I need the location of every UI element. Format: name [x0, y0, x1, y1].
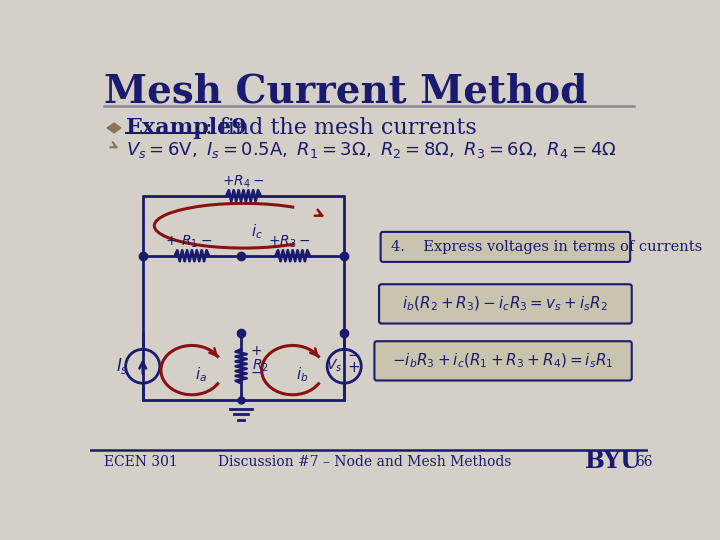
- Text: $V_s = 6\mathrm{V},\ I_s = 0.5\mathrm{A},\ R_1 = 3\Omega,\ R_2 = 8\Omega,\ R_3 =: $V_s = 6\mathrm{V},\ I_s = 0.5\mathrm{A}…: [126, 139, 616, 159]
- Text: BYU: BYU: [585, 449, 642, 472]
- Text: $+\ R_1-$: $+\ R_1-$: [165, 234, 212, 250]
- Text: $+R_4-$: $+R_4-$: [222, 174, 265, 190]
- FancyBboxPatch shape: [379, 284, 631, 323]
- Text: $-$: $-$: [347, 347, 361, 361]
- Text: $i_a$: $i_a$: [195, 366, 207, 384]
- FancyBboxPatch shape: [374, 341, 631, 381]
- Text: $i_b(R_2+R_3)-i_cR_3=v_s+i_sR_2$: $i_b(R_2+R_3)-i_cR_3=v_s+i_sR_2$: [402, 294, 608, 313]
- Text: $i_b$: $i_b$: [296, 366, 308, 384]
- Text: : find the mesh currents: : find the mesh currents: [204, 117, 477, 139]
- Text: $-$: $-$: [251, 364, 263, 379]
- Text: $i_c$: $i_c$: [251, 222, 263, 241]
- Text: $V_s$: $V_s$: [325, 358, 342, 374]
- FancyBboxPatch shape: [381, 232, 630, 262]
- Text: 4.    Express voltages in terms of currents: 4. Express voltages in terms of currents: [391, 240, 702, 254]
- Text: $+$: $+$: [347, 361, 361, 375]
- Text: ECEN 301: ECEN 301: [104, 455, 178, 469]
- Text: Discussion #7 – Node and Mesh Methods: Discussion #7 – Node and Mesh Methods: [218, 455, 512, 469]
- Text: Mesh Current Method: Mesh Current Method: [104, 73, 588, 111]
- Text: $+$: $+$: [251, 345, 263, 359]
- Text: Example9: Example9: [126, 117, 248, 139]
- Text: 66: 66: [635, 455, 652, 469]
- Text: $+R_3-$: $+R_3-$: [269, 234, 311, 250]
- Text: $I_s$: $I_s$: [116, 356, 129, 376]
- Text: $-i_bR_3+i_c(R_1+R_3+R_4)=i_sR_1$: $-i_bR_3+i_c(R_1+R_3+R_4)=i_sR_1$: [392, 352, 614, 370]
- Text: $R_2$: $R_2$: [252, 358, 269, 374]
- Polygon shape: [107, 123, 121, 133]
